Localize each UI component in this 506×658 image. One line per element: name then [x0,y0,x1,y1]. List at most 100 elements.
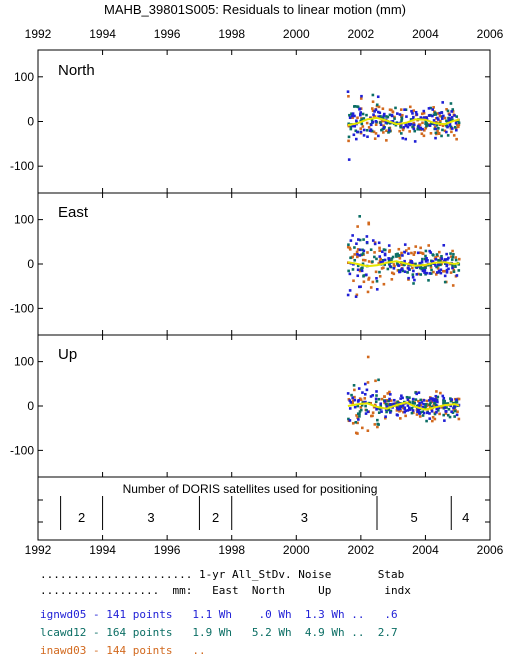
residual-point-ignwd05 [448,124,451,127]
residual-point-inawd03 [434,273,438,276]
residual-point-ignwd05 [447,256,450,260]
residual-point-ignwd05 [429,251,433,254]
bottom-x-tick-label: 2004 [412,543,439,557]
residual-point-lcawd12 [436,409,440,412]
residual-point-inawd03 [431,419,434,423]
top-x-tick-label: 2004 [412,27,439,41]
residual-point-lcawd12 [354,420,358,424]
residual-point-lcawd12 [442,401,445,405]
residual-point-lcawd12 [408,401,412,404]
residual-point-lcawd12 [347,122,351,126]
residual-point-ignwd05 [406,404,410,407]
residual-point-inawd03 [451,110,455,113]
residual-point-ignwd05 [389,411,392,414]
fit-curve [347,401,460,411]
residual-point-inawd03 [395,405,399,409]
residual-point-inawd03 [400,263,404,267]
residual-point-ignwd05 [440,257,444,260]
residual-point-ignwd05 [374,397,378,401]
residual-point-ignwd05 [348,399,352,402]
residual-point-ignwd05 [437,406,441,410]
residual-point-lcawd12 [361,112,365,116]
residual-point-lcawd12 [379,115,382,118]
residual-point-inawd03 [373,251,376,254]
residual-point-lcawd12 [356,404,360,408]
residual-point-ignwd05 [388,265,392,268]
residual-point-lcawd12 [435,265,438,269]
residual-point-lcawd12 [438,270,441,274]
residual-point-lcawd12 [433,412,437,416]
residual-point-inawd03 [347,94,350,98]
residual-point-inawd03 [383,395,386,398]
residual-point-inawd03 [397,247,401,251]
residual-point-inawd03 [443,116,447,120]
residual-point-ignwd05 [455,274,459,277]
residual-point-inawd03 [379,257,382,261]
residual-point-ignwd05 [434,394,438,398]
residual-point-lcawd12 [457,121,461,125]
residual-point-inawd03 [367,221,371,225]
residual-point-ignwd05 [346,90,350,93]
residual-point-ignwd05 [363,392,367,396]
residual-point-inawd03 [454,256,458,259]
residual-point-lcawd12 [425,419,428,423]
residual-point-ignwd05 [428,417,432,420]
residual-point-lcawd12 [426,123,430,127]
residual-point-inawd03 [394,401,398,405]
y-tick-label: 0 [27,399,34,413]
residual-point-lcawd12 [360,118,364,121]
residual-point-ignwd05 [362,249,366,253]
residual-point-ignwd05 [351,396,354,400]
residual-point-ignwd05 [355,242,358,246]
residual-point-lcawd12 [447,407,451,411]
bottom-x-tick-label: 2006 [477,543,504,557]
residual-point-ignwd05 [434,127,437,131]
residual-point-ignwd05 [411,117,415,121]
summary-row-ignwd05: ignwd05 - 141 points 1.1 Wh .0 Wh 1.3 Wh… [40,608,398,621]
residual-point-inawd03 [457,417,461,421]
residual-point-ignwd05 [404,123,408,127]
residual-point-ignwd05 [431,399,435,402]
residual-point-lcawd12 [387,131,390,134]
residual-point-inawd03 [450,255,453,258]
residual-point-inawd03 [355,293,359,297]
summary-header-1: ....................... 1-yr All_StDv. N… [40,568,405,581]
residual-point-ignwd05 [356,274,360,278]
residual-point-ignwd05 [445,263,449,266]
residual-point-inawd03 [417,272,420,276]
residual-point-ignwd05 [392,402,396,406]
residual-point-lcawd12 [370,118,374,122]
residual-point-ignwd05 [417,404,421,408]
residual-point-ignwd05 [425,271,428,275]
residual-point-lcawd12 [394,106,397,110]
residual-point-lcawd12 [377,397,381,401]
residual-point-inawd03 [371,414,374,418]
residual-point-ignwd05 [349,239,353,242]
residual-point-inawd03 [392,272,396,276]
residual-point-ignwd05 [425,116,428,119]
residual-point-ignwd05 [434,264,437,267]
residual-point-lcawd12 [410,406,414,410]
residual-point-ignwd05 [402,125,405,129]
residual-point-lcawd12 [451,264,454,267]
y-tick-label: 0 [27,257,34,271]
residual-point-inawd03 [388,390,391,394]
residual-point-lcawd12 [349,127,353,131]
residual-point-inawd03 [430,400,434,404]
residual-point-inawd03 [412,253,416,256]
residual-point-inawd03 [419,251,422,255]
residual-point-inawd03 [401,113,404,117]
residual-point-inawd03 [356,255,359,259]
residual-point-inawd03 [457,123,461,126]
satellite-count-label: 3 [147,510,154,525]
residual-point-lcawd12 [362,238,365,241]
residual-point-ignwd05 [455,413,459,417]
residual-point-inawd03 [363,397,367,400]
residual-point-lcawd12 [437,258,440,262]
residual-point-inawd03 [407,278,410,281]
residual-point-inawd03 [378,249,382,253]
residual-point-inawd03 [393,115,396,119]
residual-point-lcawd12 [385,115,388,118]
bottom-x-tick-label: 2002 [348,543,375,557]
residual-point-lcawd12 [393,117,396,120]
